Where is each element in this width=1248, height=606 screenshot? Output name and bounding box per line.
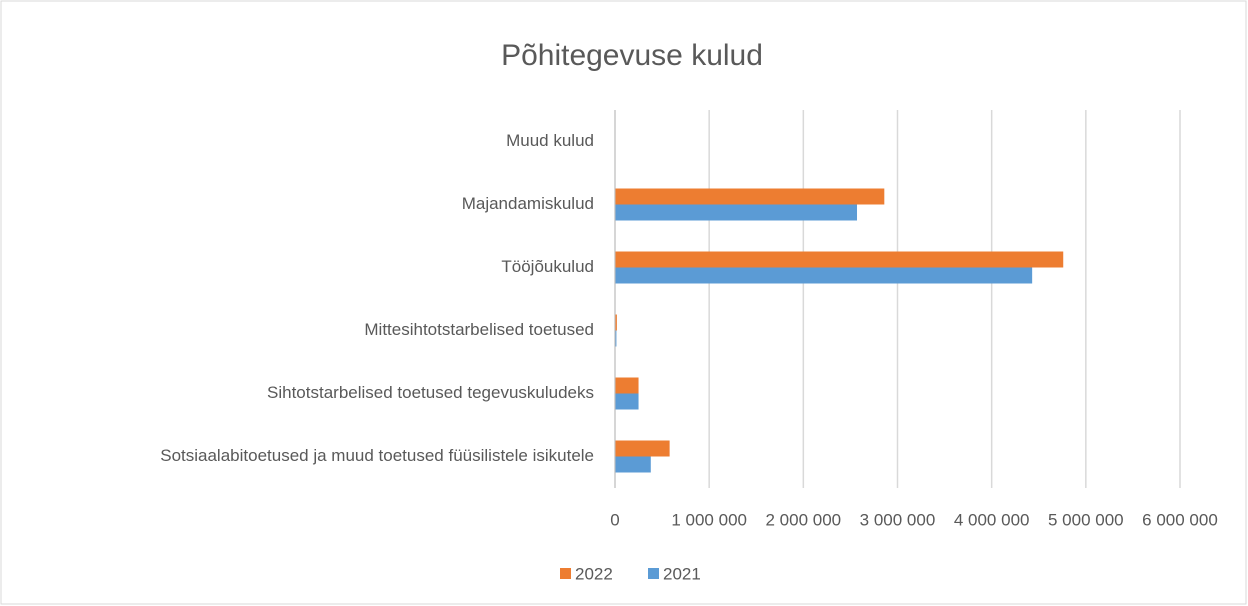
y-tick-label: Mittesihtotstarbelised toetused xyxy=(364,320,594,339)
y-tick-label: Tööjõukulud xyxy=(501,257,594,276)
legend-label: 2021 xyxy=(663,564,701,583)
y-tick-label: Majandamiskulud xyxy=(462,194,594,213)
bar xyxy=(615,377,639,394)
bar xyxy=(615,204,858,221)
x-tick-label: 0 xyxy=(610,510,619,529)
bar xyxy=(615,456,651,473)
x-tick-label: 2 000 000 xyxy=(766,510,842,529)
legend-label: 2022 xyxy=(575,564,613,583)
x-tick-label: 5 000 000 xyxy=(1048,510,1124,529)
x-tick-label: 4 000 000 xyxy=(954,510,1030,529)
legend-swatch xyxy=(648,568,659,579)
legend-swatch xyxy=(560,568,571,579)
x-tick-label: 1 000 000 xyxy=(671,510,747,529)
y-tick-label: Sihtotstarbelised toetused tegevuskulude… xyxy=(267,383,594,402)
y-tick-label: Muud kulud xyxy=(506,131,594,150)
bar xyxy=(615,440,670,457)
x-tick-label: 3 000 000 xyxy=(860,510,936,529)
bar xyxy=(615,330,617,347)
bar xyxy=(615,251,1064,268)
bar xyxy=(615,188,885,205)
bar xyxy=(615,314,617,331)
chart-title: Põhitegevuse kulud xyxy=(501,39,763,72)
bar xyxy=(615,393,639,410)
y-tick-label: Sotsiaalabitoetused ja muud toetused füü… xyxy=(160,446,594,465)
x-tick-label: 6 000 000 xyxy=(1142,510,1218,529)
bar xyxy=(615,267,1033,284)
